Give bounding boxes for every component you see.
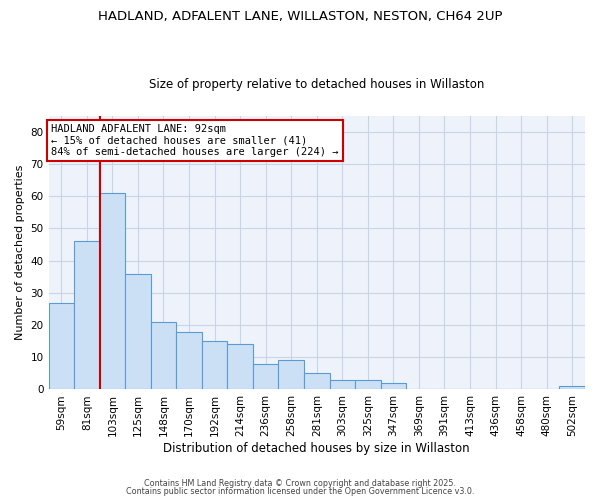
Text: HADLAND, ADFALENT LANE, WILLASTON, NESTON, CH64 2UP: HADLAND, ADFALENT LANE, WILLASTON, NESTO… bbox=[98, 10, 502, 23]
Bar bbox=[253, 364, 278, 390]
X-axis label: Distribution of detached houses by size in Willaston: Distribution of detached houses by size … bbox=[163, 442, 470, 455]
Bar bbox=[202, 341, 227, 390]
Bar bbox=[278, 360, 304, 390]
Text: Contains public sector information licensed under the Open Government Licence v3: Contains public sector information licen… bbox=[126, 487, 474, 496]
Bar bbox=[49, 302, 74, 390]
Bar bbox=[74, 242, 100, 390]
Bar bbox=[304, 374, 329, 390]
Bar bbox=[355, 380, 380, 390]
Bar bbox=[125, 274, 151, 390]
Text: HADLAND ADFALENT LANE: 92sqm
← 15% of detached houses are smaller (41)
84% of se: HADLAND ADFALENT LANE: 92sqm ← 15% of de… bbox=[51, 124, 339, 157]
Bar bbox=[151, 322, 176, 390]
Text: Contains HM Land Registry data © Crown copyright and database right 2025.: Contains HM Land Registry data © Crown c… bbox=[144, 478, 456, 488]
Bar bbox=[100, 193, 125, 390]
Title: Size of property relative to detached houses in Willaston: Size of property relative to detached ho… bbox=[149, 78, 484, 91]
Bar bbox=[176, 332, 202, 390]
Bar bbox=[227, 344, 253, 390]
Bar bbox=[329, 380, 355, 390]
Bar bbox=[380, 383, 406, 390]
Y-axis label: Number of detached properties: Number of detached properties bbox=[15, 165, 25, 340]
Bar bbox=[559, 386, 585, 390]
